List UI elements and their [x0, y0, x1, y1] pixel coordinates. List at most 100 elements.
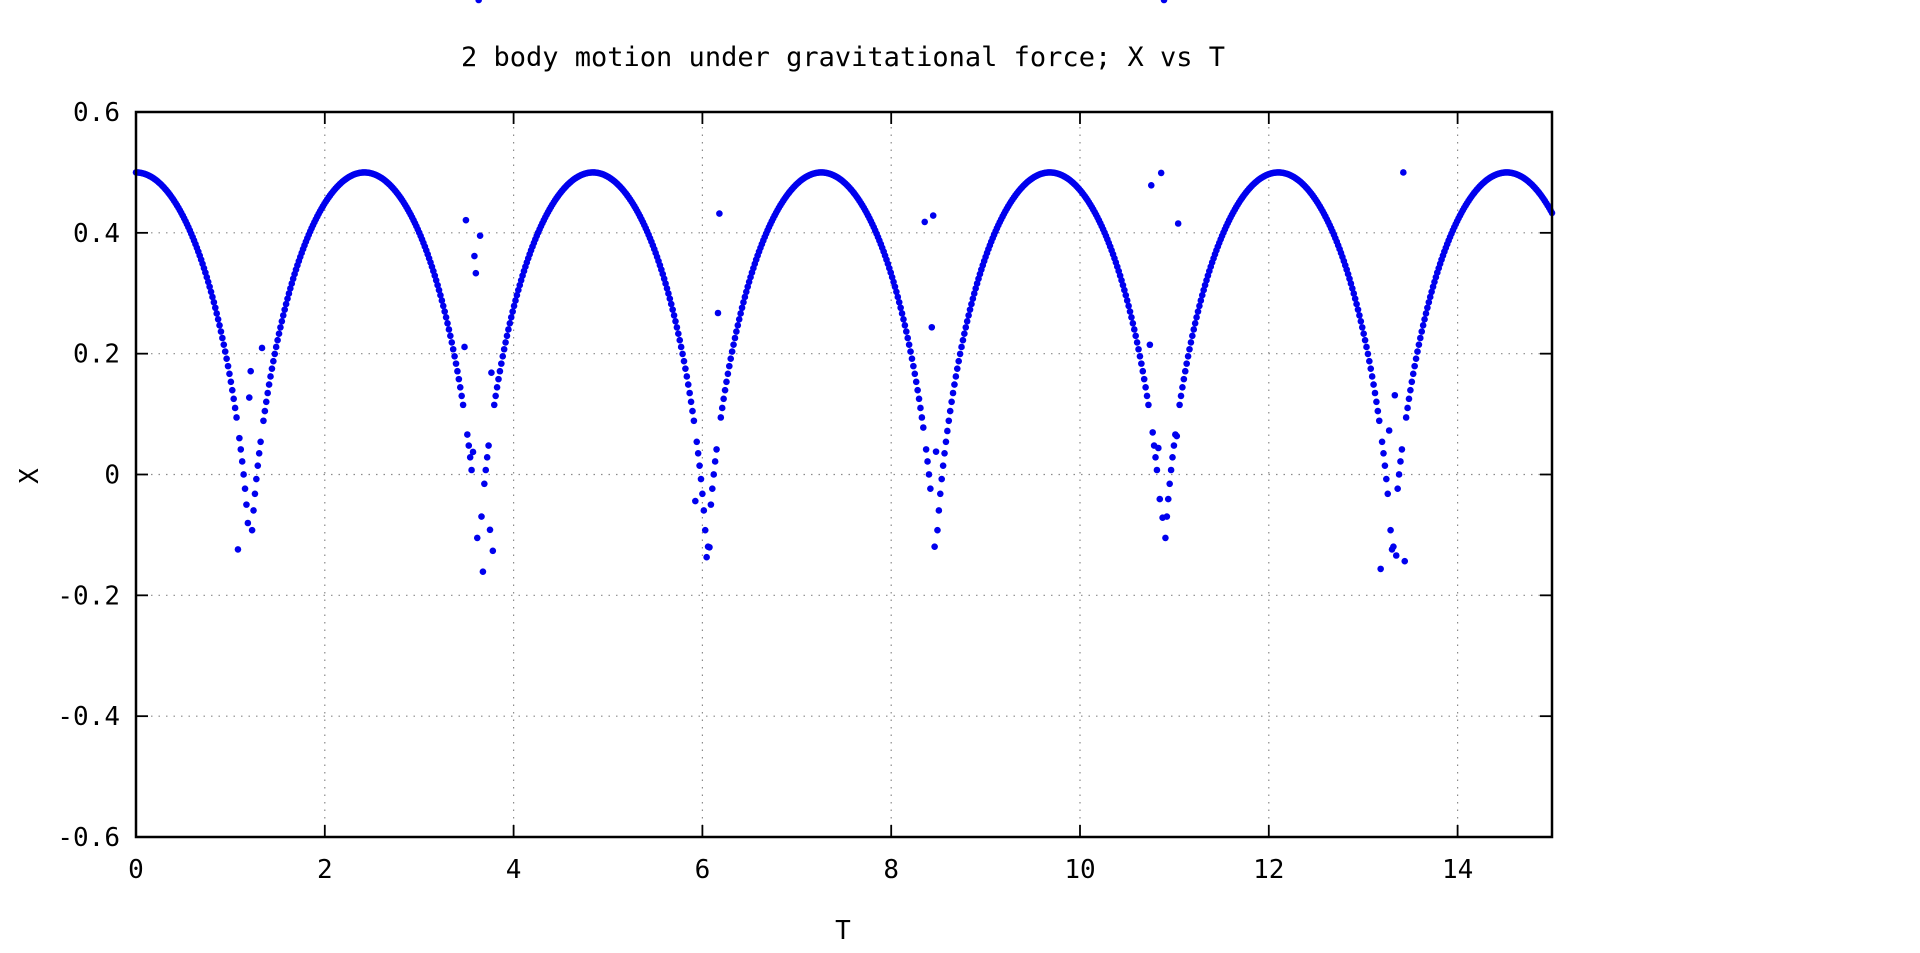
data-point	[928, 323, 936, 331]
data-point	[901, 322, 909, 329]
data-point	[271, 350, 279, 358]
data-point	[924, 458, 931, 465]
data-point	[1186, 345, 1193, 353]
data-point	[503, 332, 511, 340]
data-point	[456, 384, 464, 391]
data-point	[710, 471, 718, 478]
data-point	[910, 362, 917, 370]
data-point	[502, 339, 509, 346]
data-point	[1194, 308, 1202, 315]
data-point	[1378, 438, 1386, 446]
data-point	[248, 526, 256, 534]
data-point	[277, 324, 284, 331]
data-point	[442, 314, 450, 321]
data-point	[1381, 462, 1389, 469]
data-point	[1187, 339, 1195, 346]
data-point	[1147, 182, 1155, 189]
data-point	[1180, 375, 1188, 383]
data-point	[1126, 308, 1134, 315]
data-point	[709, 485, 716, 493]
data-point	[1419, 322, 1427, 329]
data-point	[677, 343, 685, 351]
data-point	[1119, 281, 1127, 289]
data-point	[1350, 290, 1358, 297]
data-point	[1377, 565, 1384, 573]
data-point	[905, 341, 913, 348]
data-point	[690, 417, 698, 425]
data-point	[1200, 286, 1207, 294]
data-point	[1404, 404, 1411, 412]
data-point	[449, 345, 457, 353]
data-point	[908, 355, 916, 363]
data-point	[434, 281, 441, 289]
data-point	[951, 381, 958, 388]
data-point	[439, 302, 447, 310]
data-point	[903, 328, 910, 335]
data-point	[914, 386, 921, 394]
data-point	[1380, 450, 1387, 457]
data-point	[485, 442, 492, 449]
data-point	[948, 398, 955, 406]
data-point	[206, 283, 213, 291]
data-point	[1412, 355, 1420, 363]
data-point	[1166, 480, 1173, 488]
data-point	[258, 344, 266, 352]
data-point	[285, 290, 293, 297]
data-point	[696, 462, 703, 469]
data-point	[1152, 454, 1159, 461]
data-point	[493, 384, 501, 391]
data-point	[1143, 392, 1151, 400]
data-point	[230, 395, 237, 403]
data-point	[1198, 291, 1206, 299]
chart-title: 2 body motion under gravitational force;…	[461, 42, 1225, 73]
data-point	[723, 378, 730, 386]
data-point	[1136, 353, 1144, 360]
data-point	[274, 336, 281, 344]
x-tick-label: 12	[1253, 855, 1284, 885]
data-point	[953, 365, 961, 372]
data-point	[244, 519, 252, 527]
data-point	[931, 543, 938, 550]
data-point	[734, 322, 742, 329]
data-point	[226, 370, 233, 378]
data-point	[961, 330, 968, 337]
data-point	[1411, 362, 1418, 370]
data-point	[1409, 370, 1417, 378]
y-tick-labels: -0.6 -0.4 -0.2 0 0.2 0.4 0.6	[57, 98, 120, 853]
data-point	[741, 293, 749, 301]
data-point	[686, 389, 693, 397]
data-point	[1146, 341, 1154, 349]
data-point	[459, 401, 467, 409]
data-point	[250, 507, 257, 514]
data-point	[1375, 417, 1383, 425]
data-point	[260, 417, 267, 425]
data-point	[505, 326, 512, 333]
data-point	[1123, 297, 1131, 304]
data-point	[496, 367, 504, 375]
data-point	[1157, 169, 1165, 177]
data-point	[893, 288, 900, 296]
data-point	[1193, 314, 1200, 321]
data-point	[965, 312, 972, 319]
data-point	[1421, 315, 1428, 323]
data-point	[1414, 348, 1421, 355]
data-point	[264, 389, 271, 397]
data-point	[476, 232, 484, 240]
data-point	[692, 497, 699, 505]
data-point	[483, 454, 491, 461]
data-point	[469, 448, 477, 456]
data-point	[936, 490, 944, 498]
data-point	[500, 345, 508, 353]
data-point	[720, 395, 727, 403]
data-point	[1424, 304, 1431, 312]
data-point	[224, 362, 232, 370]
data-point	[1142, 384, 1149, 391]
data-point	[1121, 286, 1128, 294]
data-point	[701, 526, 709, 534]
data-point	[676, 336, 684, 344]
data-point	[437, 291, 444, 299]
data-point	[512, 297, 519, 304]
data-point	[1360, 330, 1367, 337]
data-point	[1163, 513, 1171, 520]
data-point	[435, 286, 443, 294]
